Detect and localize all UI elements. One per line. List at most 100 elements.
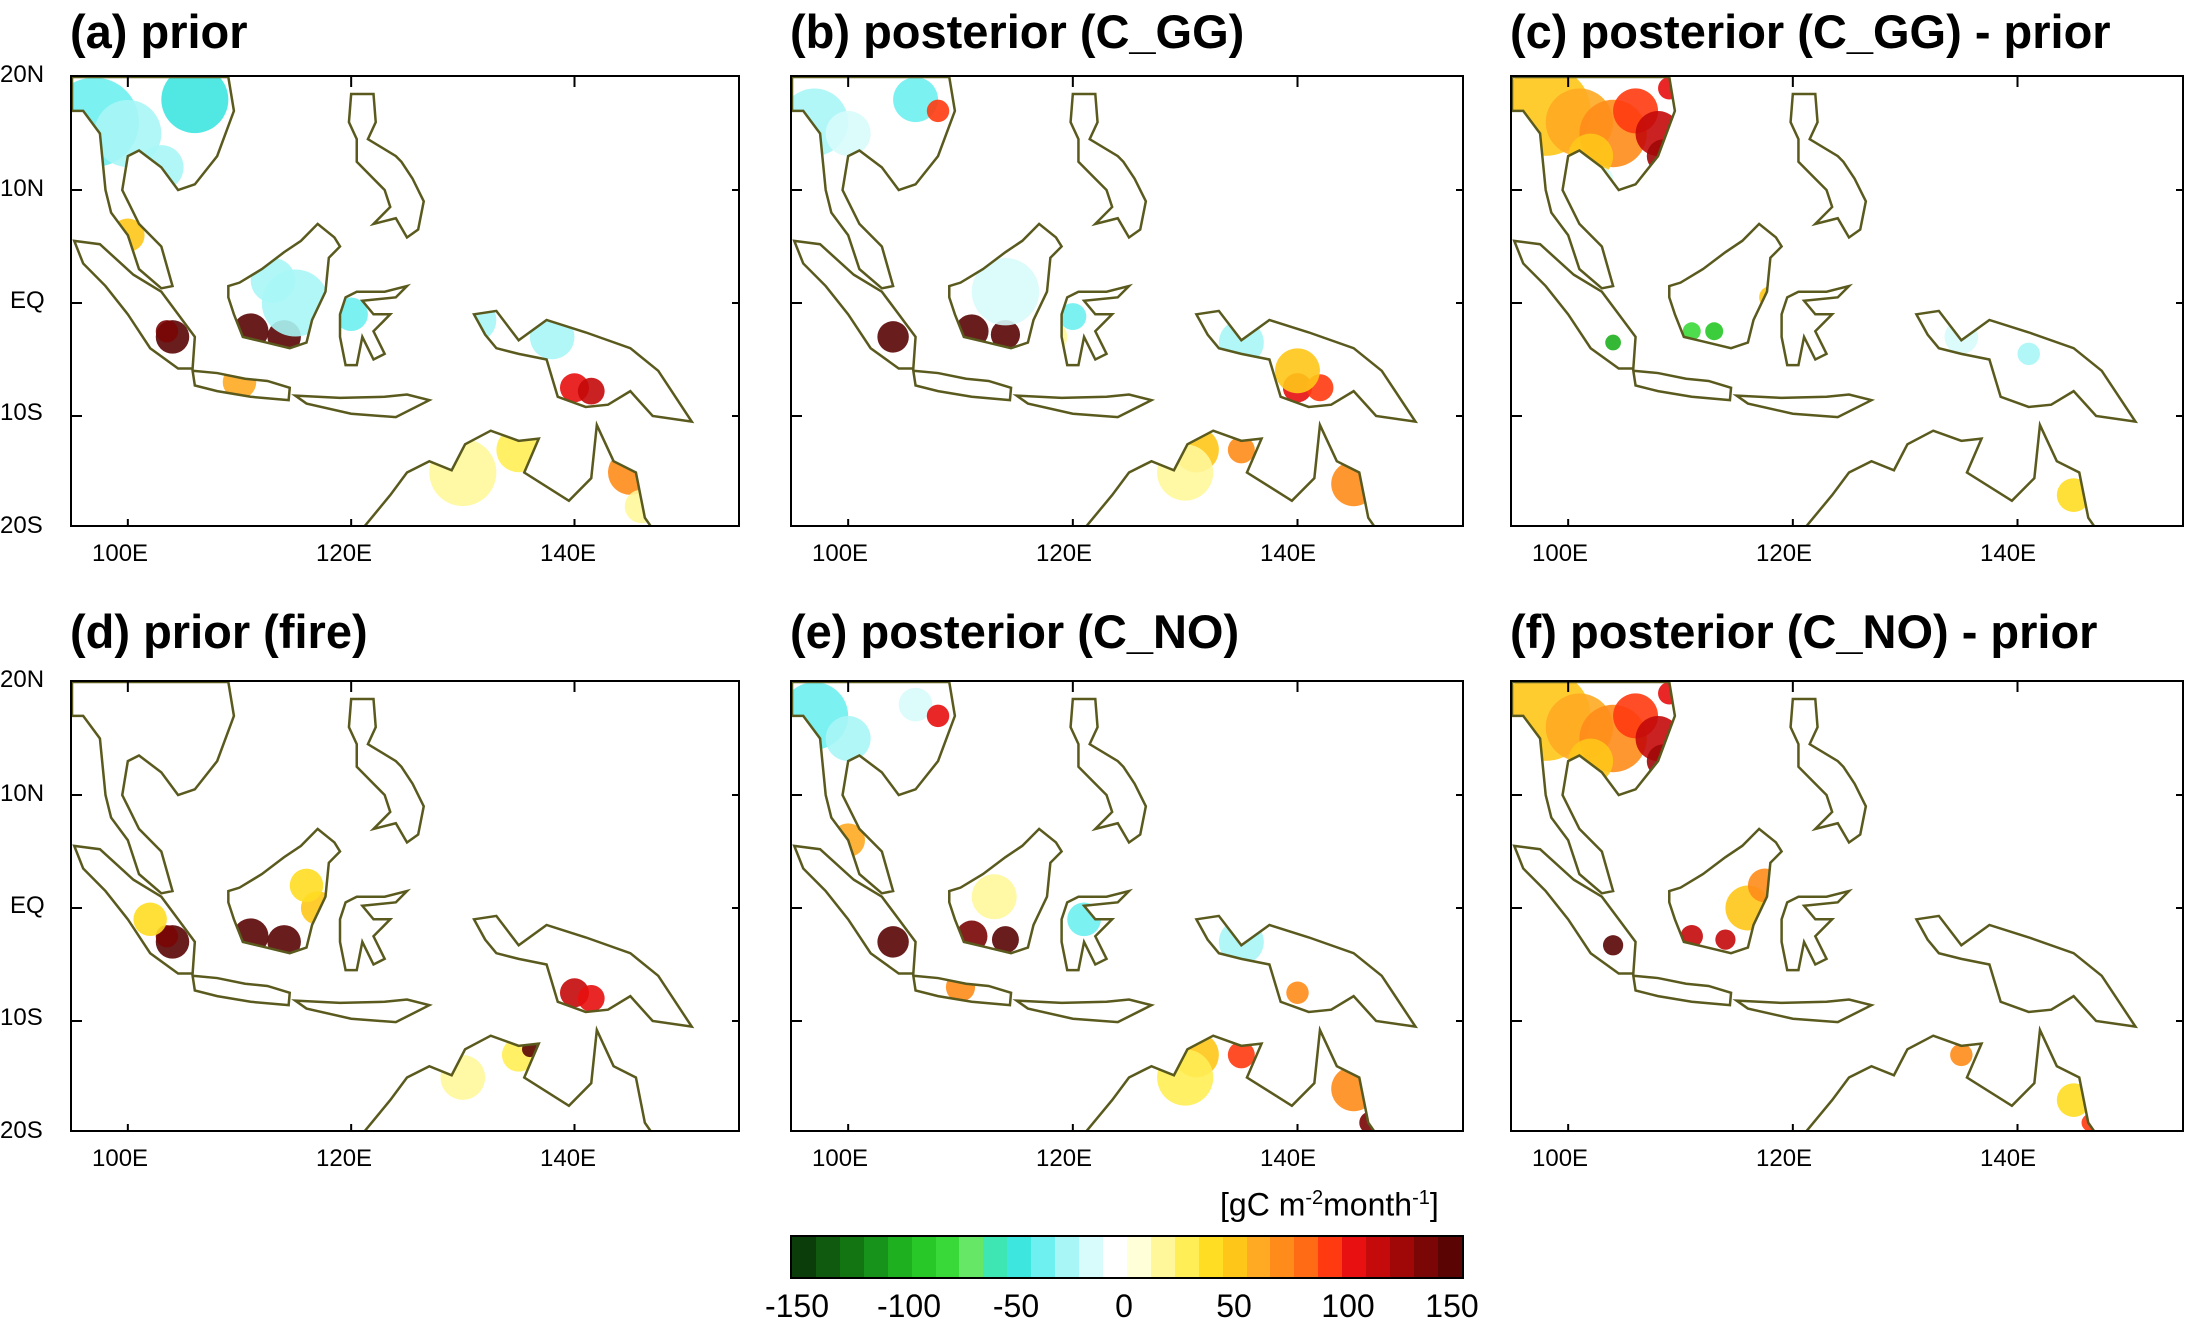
- colorbar-tick-label: 50: [1216, 1288, 1252, 1324]
- flux-field-patch: [2081, 1113, 2100, 1130]
- coastline: [1060, 283, 1134, 367]
- coastline: [1512, 239, 1637, 370]
- flux-field-patch: [954, 314, 989, 349]
- colorbar-swatch: [1007, 1237, 1032, 1277]
- map-frame: [790, 75, 1464, 527]
- flux-field-patch: [825, 716, 871, 761]
- colorbar-swatch: [1270, 1237, 1295, 1277]
- flux-field-patch: [1227, 436, 1255, 464]
- coastline: [364, 1025, 652, 1130]
- coastline: [347, 697, 426, 845]
- flux-field-patch: [1359, 1111, 1382, 1130]
- map-frame: [70, 75, 740, 527]
- coastline: [1631, 974, 1733, 1007]
- coastline: [338, 888, 412, 972]
- colorbar-swatch: [1437, 1237, 1462, 1277]
- panel-title: (f) posterior (C_NO) - prior: [1510, 605, 2098, 658]
- colorbar-tick-label: 0: [1115, 1288, 1133, 1324]
- colorbar-tick-label: -100: [876, 1288, 942, 1324]
- coastline: [1512, 682, 1677, 895]
- flux-field-patch: [1950, 1043, 1973, 1067]
- map: [1512, 682, 2182, 1130]
- coastline: [1512, 844, 1637, 975]
- flux-field-patch: [608, 450, 653, 495]
- panel-title: (e) posterior (C_NO): [790, 605, 1240, 658]
- coastline: [291, 393, 433, 419]
- flux-field-patch: [451, 297, 497, 343]
- flux-field-patch: [161, 77, 229, 134]
- coastline: [1069, 697, 1148, 845]
- flux-field-patch: [1157, 1049, 1214, 1106]
- lon-label: 100E: [812, 540, 869, 567]
- coastline: [1085, 1025, 1375, 1130]
- flux-field-patch: [577, 985, 605, 1012]
- coastline: [72, 682, 236, 895]
- panel-title: (d) prior (fire): [70, 605, 368, 658]
- flux-field-patch: [1605, 334, 1621, 351]
- lon-label: 140E: [1980, 540, 2037, 567]
- coastline: [472, 914, 695, 1029]
- colorbar-swatch: [1174, 1237, 1199, 1277]
- lat-label: 20N: [0, 666, 45, 693]
- colorbar-swatch: [815, 1237, 840, 1277]
- lat-label: 20N: [0, 61, 45, 88]
- flux-field-patch: [990, 320, 1021, 350]
- map: [792, 682, 1462, 1130]
- flux-field-patch: [250, 258, 296, 303]
- colorbar-swatch: [1198, 1237, 1223, 1277]
- colorbar-swatch: [959, 1237, 984, 1277]
- colorbar-swatch: [1150, 1237, 1175, 1277]
- coastline: [792, 239, 917, 370]
- colorbar-swatch: [911, 1237, 936, 1277]
- map-frame: [1510, 75, 2184, 527]
- colorbar-swatch: [983, 1237, 1008, 1277]
- coastline: [792, 682, 957, 895]
- lat-label: 10S: [0, 399, 43, 426]
- flux-field-patch: [991, 926, 1019, 954]
- coastline: [72, 239, 197, 370]
- coastline: [1789, 92, 1868, 240]
- coastline: [1668, 222, 1784, 350]
- coastline: [1668, 827, 1784, 955]
- lat-label: 10N: [0, 780, 45, 807]
- flux-field-patch: [577, 377, 605, 405]
- lon-label: 100E: [92, 1145, 149, 1172]
- lon-label: 120E: [1036, 1145, 1093, 1172]
- panel-title: (c) posterior (C_GG) - prior: [1510, 5, 2111, 58]
- coastline: [1914, 914, 2139, 1029]
- flux-field-patch: [926, 704, 950, 728]
- coastline: [72, 77, 236, 290]
- coastline: [911, 369, 1013, 402]
- lon-label: 120E: [1756, 540, 1813, 567]
- coastline: [1631, 369, 1733, 402]
- lon-label: 140E: [540, 1145, 597, 1172]
- flux-field-patch: [926, 99, 950, 123]
- lat-label: EQ: [10, 287, 45, 314]
- coastline: [792, 844, 917, 975]
- colorbar-swatch: [1390, 1237, 1414, 1277]
- lon-label: 120E: [316, 540, 373, 567]
- coastline: [948, 222, 1064, 350]
- coastline: [1512, 77, 1677, 290]
- flux-field-patch: [2017, 342, 2040, 366]
- lon-label: 140E: [1980, 1145, 2037, 1172]
- flux-field-patch: [1286, 981, 1309, 1004]
- coastline: [1060, 888, 1134, 972]
- coastline: [347, 92, 426, 240]
- colorbar-swatch: [1366, 1237, 1391, 1277]
- map-frame: [790, 680, 1464, 1132]
- flux-field-patch: [232, 313, 269, 350]
- colorbar-swatch: [792, 1237, 816, 1277]
- colorbar-tick-label: 100: [1321, 1288, 1375, 1324]
- flux-field-patch: [94, 100, 162, 167]
- flux-field-patch: [1059, 303, 1087, 331]
- lon-label: 100E: [1532, 1145, 1589, 1172]
- coastline: [1914, 309, 2139, 424]
- flux-field-patch: [155, 320, 179, 343]
- coastline: [1780, 888, 1854, 972]
- panel-title: (b) posterior (C_GG): [790, 5, 1245, 58]
- colorbar-swatch: [935, 1237, 960, 1277]
- panel-title: (a) prior: [70, 5, 248, 58]
- map: [72, 682, 738, 1130]
- coastline: [1805, 1025, 2095, 1130]
